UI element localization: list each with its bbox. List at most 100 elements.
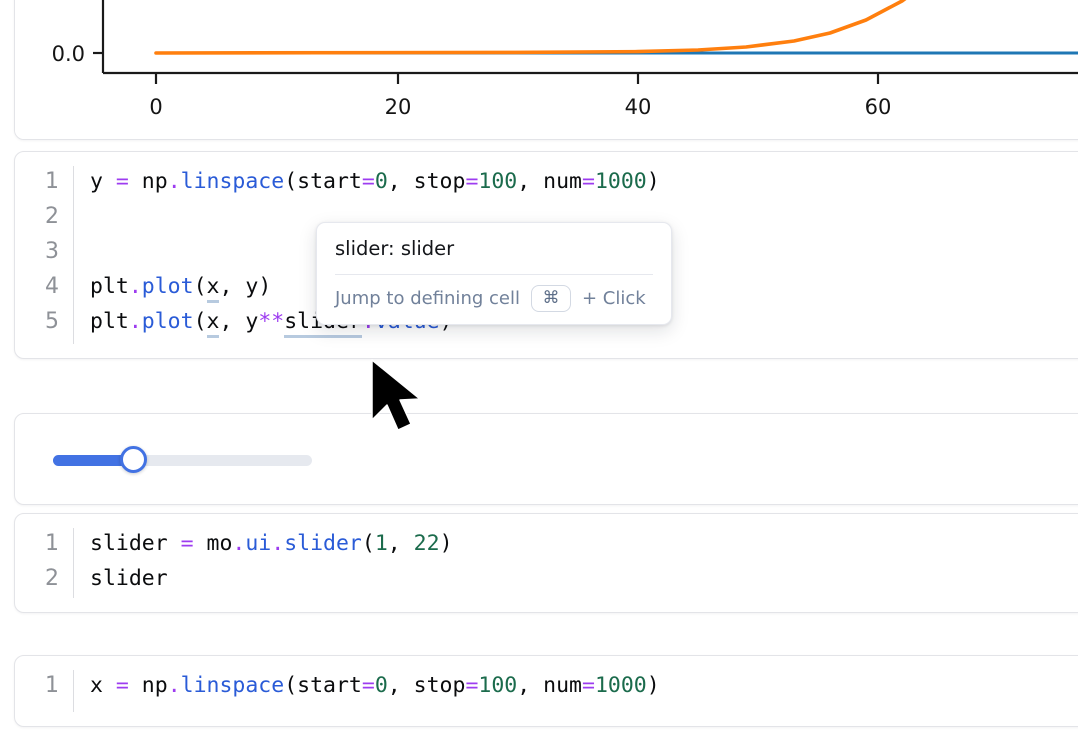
code-line: y = np.linspace(start=0, stop=100, num=1…	[90, 164, 1078, 199]
slider-track[interactable]	[53, 455, 312, 466]
line-number: 1	[45, 169, 59, 194]
y-tick-label-0: 0.0	[52, 42, 85, 66]
code-token: =	[465, 169, 479, 194]
tooltip-divider	[335, 274, 653, 275]
line-number: 2	[45, 204, 59, 229]
code-token: , num	[517, 169, 582, 194]
x-tick-label-20: 20	[385, 95, 412, 119]
gutter-divider	[73, 166, 74, 344]
plot-series-power	[154, 0, 907, 55]
line-number: 5	[45, 309, 59, 334]
code-token: =	[465, 673, 479, 698]
code-token: , y	[219, 309, 259, 334]
code-token: ,	[387, 531, 414, 556]
line-number: 2	[45, 566, 59, 591]
code-line: x = np.linspace(start=0, stop=100, num=1…	[90, 668, 1078, 703]
code-token: 22	[413, 531, 440, 556]
line-number: 4	[45, 274, 59, 299]
plot-svg: 0.0 0 20 40 60	[15, 0, 1078, 139]
code-content[interactable]: slider = mo.ui.slider(1, 22) slider	[74, 526, 1078, 600]
code-token: plt	[90, 274, 129, 299]
code-token: 100	[478, 673, 518, 698]
variable-tooltip: slider: slider Jump to defining cell ⌘ +…	[316, 222, 672, 325]
code-editor[interactable]: 1 x = np.linspace(start=0, stop=100, num…	[15, 656, 1078, 726]
tooltip-title: slider: slider	[335, 237, 455, 260]
code-token: =	[581, 169, 595, 194]
code-token: =	[361, 169, 375, 194]
line-number-gutter: 1	[15, 668, 73, 714]
slider-control[interactable]	[39, 446, 319, 473]
variable-reference[interactable]: x	[206, 309, 220, 338]
code-token: slider	[90, 531, 181, 556]
code-token: .	[167, 673, 181, 698]
code-token: 0	[374, 673, 388, 698]
code-token: (	[361, 531, 375, 556]
code-token: plot	[141, 274, 194, 299]
plot-output-cell: 0.0 0 20 40 60	[14, 0, 1078, 140]
code-token: np	[128, 673, 168, 698]
variable-reference[interactable]: x	[206, 274, 220, 303]
code-token: , y)	[219, 274, 272, 299]
slider-fill	[53, 455, 134, 466]
code-token: 1000	[594, 673, 647, 698]
slider-output-cell	[14, 413, 1078, 505]
code-token: mo	[193, 531, 233, 556]
code-line: slider = mo.ui.slider(1, 22)	[90, 526, 1078, 561]
code-token: 100	[478, 169, 518, 194]
code-line: plt.plot(x, y)	[90, 269, 1078, 304]
code-token: linspace	[180, 673, 285, 698]
code-token: (	[193, 309, 207, 334]
code-token: ui	[245, 531, 272, 556]
code-token: .	[271, 531, 285, 556]
code-token: .	[232, 531, 246, 556]
gutter-divider	[73, 670, 74, 712]
code-token: (start	[284, 169, 362, 194]
code-token: =	[581, 673, 595, 698]
code-token: x	[90, 673, 116, 698]
code-token: )	[439, 531, 453, 556]
slider-thumb[interactable]	[119, 446, 147, 473]
code-content[interactable]: y = np.linspace(start=0, stop=100, num=1…	[74, 164, 1078, 346]
code-token: .	[128, 274, 142, 299]
code-token: =	[361, 673, 375, 698]
code-token: , stop	[387, 169, 466, 194]
command-key-badge: ⌘	[530, 285, 571, 312]
code-token: =	[115, 169, 129, 194]
line-number: 3	[45, 239, 59, 264]
code-token: =	[115, 673, 129, 698]
code-token: slider	[284, 531, 362, 556]
code-token: (	[193, 274, 207, 299]
code-token: slider	[90, 566, 168, 591]
code-token: , num	[517, 673, 582, 698]
line-number: 1	[45, 673, 59, 698]
code-token: (start	[284, 673, 362, 698]
code-token: 1000	[594, 169, 647, 194]
code-token: 1	[374, 531, 388, 556]
code-token: linspace	[180, 169, 285, 194]
code-token: plot	[141, 309, 194, 334]
tooltip-hint-suffix: + Click	[581, 288, 646, 309]
line-number-gutter: 1 2 3 4 5	[15, 164, 73, 346]
x-tick-label-60: 60	[865, 95, 892, 119]
code-token: , stop	[387, 673, 466, 698]
matplotlib-figure: 0.0 0 20 40 60	[15, 0, 1078, 139]
tooltip-hint-label: Jump to defining cell	[335, 288, 520, 309]
x-tick-label-0: 0	[149, 95, 162, 119]
code-token: )	[646, 673, 660, 698]
code-token: .	[167, 169, 181, 194]
x-tick-label-40: 40	[625, 95, 652, 119]
line-number: 1	[45, 531, 59, 556]
code-token: y	[90, 169, 116, 194]
code-token: plt	[90, 309, 129, 334]
code-content[interactable]: x = np.linspace(start=0, stop=100, num=1…	[74, 668, 1078, 714]
code-cell-x[interactable]: 1 x = np.linspace(start=0, stop=100, num…	[14, 655, 1078, 727]
code-token: **	[258, 309, 285, 334]
code-token: .	[128, 309, 142, 334]
code-token: 0	[374, 169, 388, 194]
code-token: =	[180, 531, 194, 556]
